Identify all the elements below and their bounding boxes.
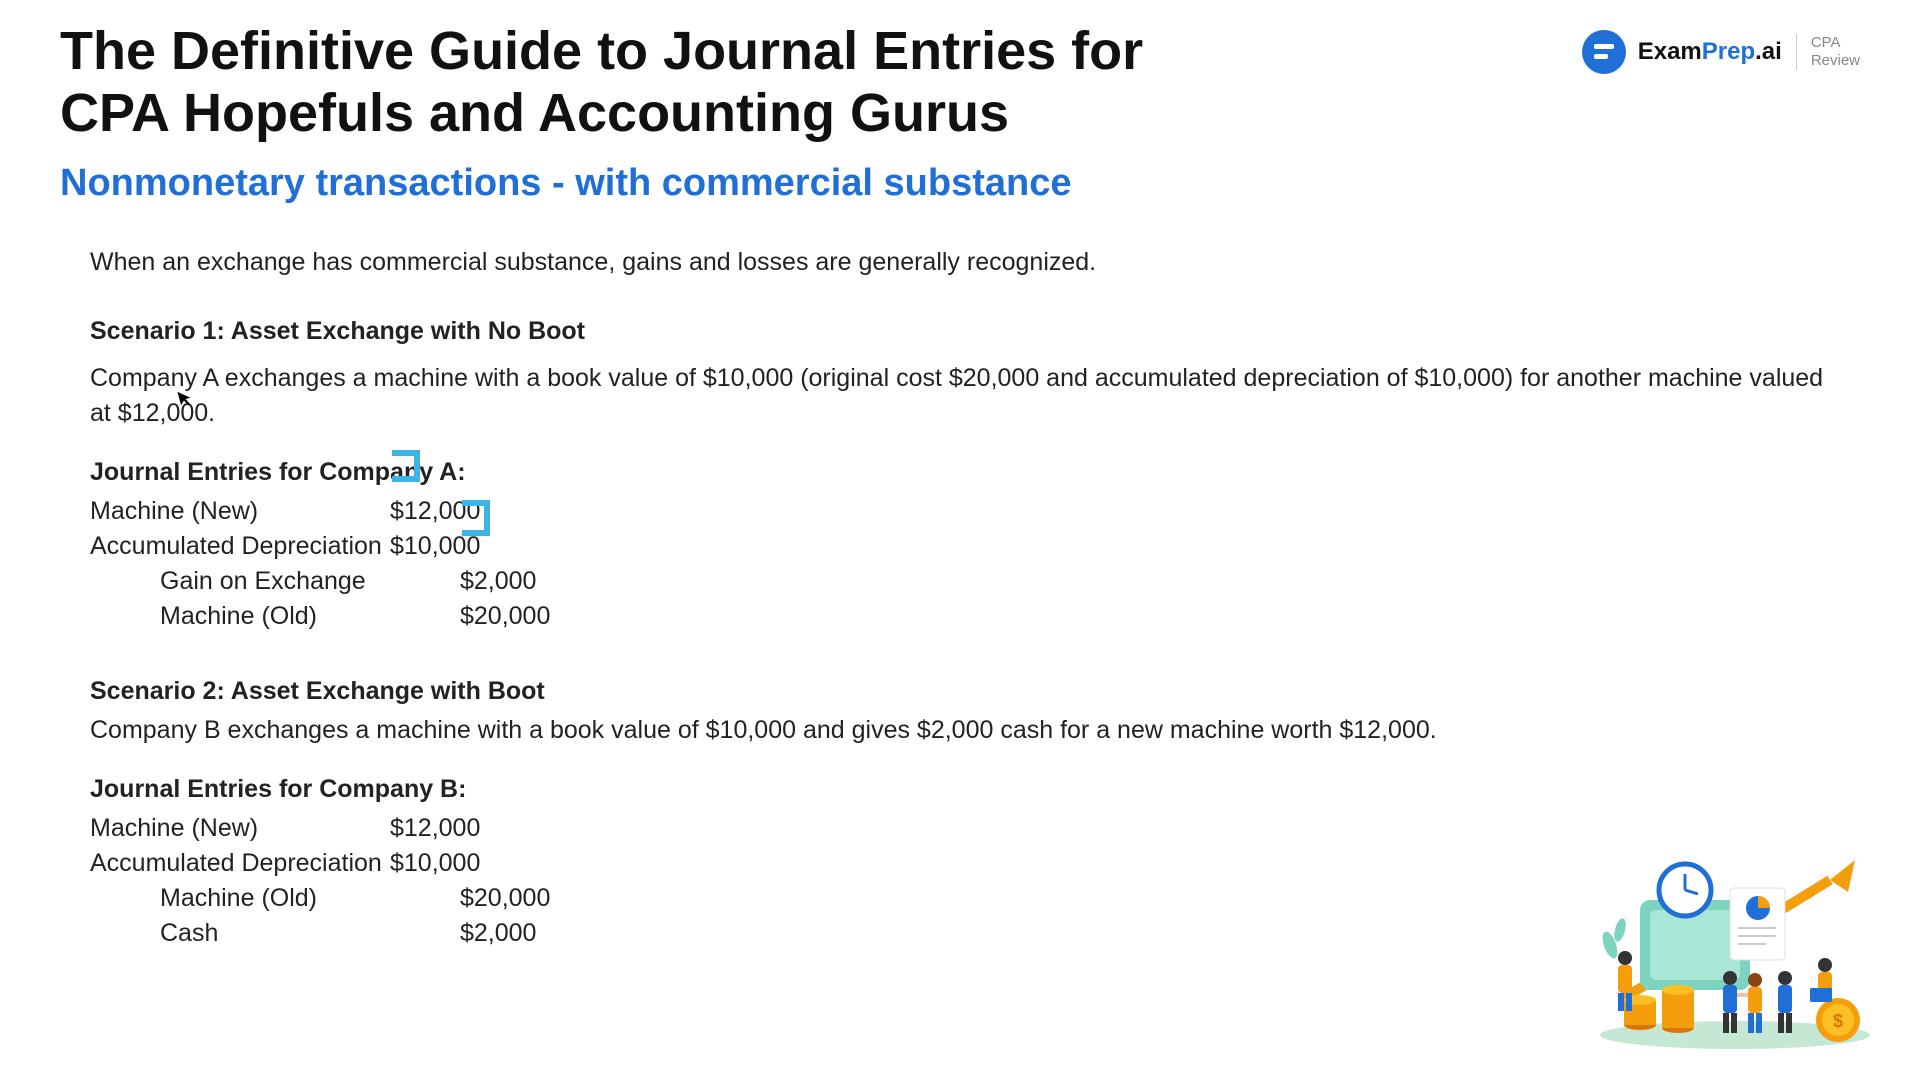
growth-illustration: $ (1590, 850, 1880, 1050)
je-label: Machine (New) (90, 494, 390, 529)
journal-entry-row: Accumulated Depreciation$10,000 (90, 529, 1830, 564)
logo-ai: .ai (1755, 38, 1782, 65)
je-debit: $10,000 (390, 529, 510, 564)
content-body: When an exchange has commercial substanc… (60, 205, 1860, 951)
logo-sub-line1: CPA (1811, 34, 1860, 52)
je-credit: $20,000 (460, 881, 600, 916)
logo-text: ExamPrep.ai (1638, 38, 1782, 66)
journal-entry-row: Accumulated Depreciation$10,000 (90, 846, 1830, 881)
intro-text: When an exchange has commercial substanc… (90, 245, 1830, 280)
je-label: Gain on Exchange (90, 564, 390, 599)
je-debit: $12,000 (390, 494, 510, 529)
je1-title: Journal Entries for Company A: (90, 455, 1830, 490)
brand-logo: ExamPrep.ai CPA Review (1582, 30, 1860, 74)
je-label: Cash (90, 916, 390, 951)
svg-text:$: $ (1833, 1011, 1843, 1031)
logo-subtitle: CPA Review (1811, 34, 1860, 70)
journal-entry-row: Machine (Old) $20,000 (90, 881, 1830, 916)
journal-entry-row: Machine (New)$12,000 (90, 494, 1830, 529)
scenario2-title-wrap: Scenario 2: Asset Exchange with Boot (90, 674, 1830, 709)
journal-entry-row: Cash $2,000 (90, 916, 1830, 951)
logo-exam: Exam (1638, 38, 1702, 65)
je-debit: $10,000 (390, 846, 510, 881)
je-credit: $2,000 (460, 916, 600, 951)
je2-table: Machine (New)$12,000Accumulated Deprecia… (90, 811, 1830, 951)
journal-entry-row: Machine (Old) $20,000 (90, 599, 1830, 634)
je1-table: Machine (New)$12,000Accumulated Deprecia… (90, 494, 1830, 634)
je-label: Accumulated Depreciation (90, 846, 390, 881)
logo-icon (1582, 30, 1626, 74)
je-label: Accumulated Depreciation (90, 529, 390, 564)
journal-entry-row: Gain on Exchange $2,000 (90, 564, 1830, 599)
annotation-bracket-2 (462, 500, 490, 536)
page-subtitle: Nonmonetary transactions - with commerci… (60, 162, 1860, 205)
logo-sub-line2: Review (1811, 52, 1860, 70)
annotation-bracket-1 (392, 450, 420, 482)
journal-entry-row: Machine (New)$12,000 (90, 811, 1830, 846)
scenario1: Scenario 1: Asset Exchange with No Boot (90, 314, 1830, 349)
je-credit: $2,000 (460, 564, 600, 599)
scenario1-text: Company A exchanges a machine with a boo… (90, 361, 1830, 431)
je-label: Machine (Old) (90, 881, 390, 916)
je-label: Machine (New) (90, 811, 390, 846)
scenario2-title: Scenario 2: Asset Exchange with Boot (90, 677, 545, 705)
logo-prep: Prep (1702, 38, 1755, 65)
je-label: Machine (Old) (90, 599, 390, 634)
logo-divider (1796, 34, 1797, 70)
scenario1-title: Scenario 1: Asset Exchange with No Boot (90, 317, 585, 345)
je-credit: $20,000 (460, 599, 600, 634)
je-debit: $12,000 (390, 811, 510, 846)
je2-title: Journal Entries for Company B: (90, 772, 1830, 807)
page-title: The Definitive Guide to Journal Entries … (60, 20, 1160, 144)
scenario2-text: Company B exchanges a machine with a boo… (90, 713, 1830, 748)
